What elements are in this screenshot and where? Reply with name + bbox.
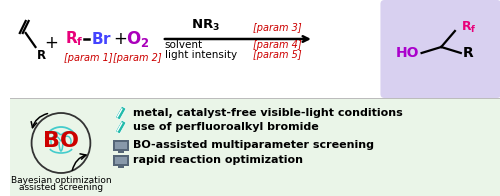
Text: [param 2]: [param 2] xyxy=(113,53,162,63)
Text: rapid reaction optimization: rapid reaction optimization xyxy=(134,155,304,165)
Text: +: + xyxy=(44,34,58,52)
Text: [param 5]: [param 5] xyxy=(253,50,302,60)
Text: $\mathbf{R_f}$: $\mathbf{R_f}$ xyxy=(461,19,476,34)
Text: metal, catalyst-free visible-light conditions: metal, catalyst-free visible-light condi… xyxy=(134,108,403,118)
Text: solvent: solvent xyxy=(165,40,203,50)
Polygon shape xyxy=(116,120,126,134)
Bar xyxy=(10,0,500,98)
Text: BO: BO xyxy=(43,131,79,151)
Bar xyxy=(115,142,126,149)
Text: $\mathbf{NR_3}$: $\mathbf{NR_3}$ xyxy=(192,18,220,33)
FancyBboxPatch shape xyxy=(380,0,500,98)
Polygon shape xyxy=(116,106,126,120)
Text: +: + xyxy=(113,30,126,48)
Text: light intensity: light intensity xyxy=(165,50,237,60)
Text: [param 1]: [param 1] xyxy=(64,53,112,63)
Bar xyxy=(113,155,128,166)
Text: Bayesian optimization: Bayesian optimization xyxy=(10,176,112,185)
Text: use of perfluoroalkyl bromide: use of perfluoroalkyl bromide xyxy=(134,122,319,132)
Text: assisted screening: assisted screening xyxy=(19,183,103,192)
Bar xyxy=(118,165,124,168)
Bar xyxy=(113,140,128,151)
Bar xyxy=(118,150,124,153)
Text: R: R xyxy=(463,46,473,60)
Text: $\mathbf{Br}$: $\mathbf{Br}$ xyxy=(90,31,112,47)
Text: BO-assisted multiparameter screening: BO-assisted multiparameter screening xyxy=(134,140,374,150)
Text: $\mathbf{R_f}$: $\mathbf{R_f}$ xyxy=(66,30,84,48)
Bar xyxy=(10,98,500,196)
Text: R: R xyxy=(36,49,46,62)
Bar xyxy=(115,157,126,164)
Text: $\mathbf{O_2}$: $\mathbf{O_2}$ xyxy=(126,29,149,49)
Text: [param 3]: [param 3] xyxy=(253,23,302,33)
Text: HO: HO xyxy=(396,46,419,60)
Text: [param 4]: [param 4] xyxy=(253,40,302,50)
